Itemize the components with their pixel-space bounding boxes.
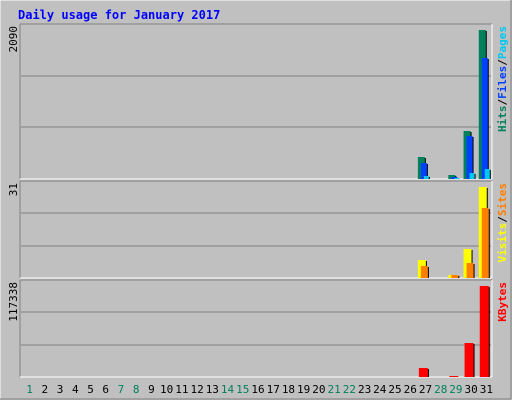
x-label-day-2: 2 xyxy=(42,383,49,396)
x-label-day-24: 24 xyxy=(373,383,387,396)
bar-kbytes-day-30 xyxy=(465,343,474,377)
x-label-day-13: 13 xyxy=(206,383,219,396)
bar-pages-day-29 xyxy=(454,178,459,179)
legend-item: Pages xyxy=(496,26,509,59)
x-label-day-26: 26 xyxy=(404,383,417,396)
bar-sites-day-31 xyxy=(482,208,489,278)
bar-kbytes-day-27 xyxy=(419,368,428,377)
x-label-day-22: 22 xyxy=(343,383,356,396)
bar-pages-day-30 xyxy=(470,173,475,179)
x-label-day-31: 31 xyxy=(480,383,493,396)
plot-area xyxy=(20,280,492,377)
legend: KBytes xyxy=(496,282,509,322)
y-max-label: 117338 xyxy=(7,282,20,322)
x-label-day-15: 15 xyxy=(236,383,249,396)
x-label-day-21: 21 xyxy=(328,383,341,396)
legend-item: KBytes xyxy=(496,282,509,322)
x-label-day-11: 11 xyxy=(175,383,188,396)
x-label-day-18: 18 xyxy=(282,383,295,396)
x-label-day-4: 4 xyxy=(72,383,79,396)
x-label-day-7: 7 xyxy=(118,383,125,396)
x-label-day-23: 23 xyxy=(358,383,371,396)
x-label-day-12: 12 xyxy=(190,383,203,396)
x-label-day-10: 10 xyxy=(160,383,173,396)
legend: Visits/Sites xyxy=(496,183,509,263)
x-label-day-5: 5 xyxy=(87,383,94,396)
bar-sites-day-30 xyxy=(467,263,474,278)
x-label-day-27: 27 xyxy=(419,383,432,396)
bar-sites-day-27 xyxy=(421,266,428,278)
bar-sites-day-29 xyxy=(451,275,458,278)
x-label-day-17: 17 xyxy=(267,383,280,396)
x-label-day-29: 29 xyxy=(449,383,462,396)
plot-area xyxy=(20,24,492,179)
x-label-day-19: 19 xyxy=(297,383,310,396)
bar-kbytes-day-29 xyxy=(449,376,458,377)
legend-item: Sites xyxy=(496,183,509,216)
bar-files-day-31 xyxy=(482,58,488,179)
x-label-day-3: 3 xyxy=(57,383,64,396)
x-label-day-25: 25 xyxy=(388,383,401,396)
legend-item: Hits xyxy=(496,106,509,133)
x-label-day-30: 30 xyxy=(465,383,478,396)
panel-visits-sites: 31 Visits/Sites xyxy=(7,181,509,278)
panel-kbytes: 117338 KBytes xyxy=(7,280,509,377)
y-max-label: 2090 xyxy=(7,26,20,53)
bar-pages-day-27 xyxy=(424,176,429,179)
legend-item: Visits xyxy=(496,223,509,263)
x-label-day-6: 6 xyxy=(102,383,109,396)
x-label-day-14: 14 xyxy=(221,383,235,396)
x-label-day-9: 9 xyxy=(148,383,155,396)
x-label-day-16: 16 xyxy=(251,383,264,396)
x-label-day-8: 8 xyxy=(133,383,140,396)
chart-panels: 2090 Hits/Files/Pages 31 Visits/Sites 117338… xyxy=(7,24,509,377)
x-label-day-28: 28 xyxy=(434,383,447,396)
bar-pages-day-31 xyxy=(485,169,490,179)
legend-item: Files xyxy=(496,66,509,99)
x-label-day-20: 20 xyxy=(312,383,325,396)
x-label-day-1: 1 xyxy=(26,383,33,396)
chart-title: Daily usage for January 2017 xyxy=(18,8,220,22)
legend: Hits/Files/Pages xyxy=(496,26,509,132)
panel-hits-files-pages: 2090 Hits/Files/Pages xyxy=(7,24,509,179)
bar-files-day-30 xyxy=(467,136,473,179)
y-max-label: 31 xyxy=(7,183,20,196)
bar-kbytes-day-31 xyxy=(480,286,489,377)
